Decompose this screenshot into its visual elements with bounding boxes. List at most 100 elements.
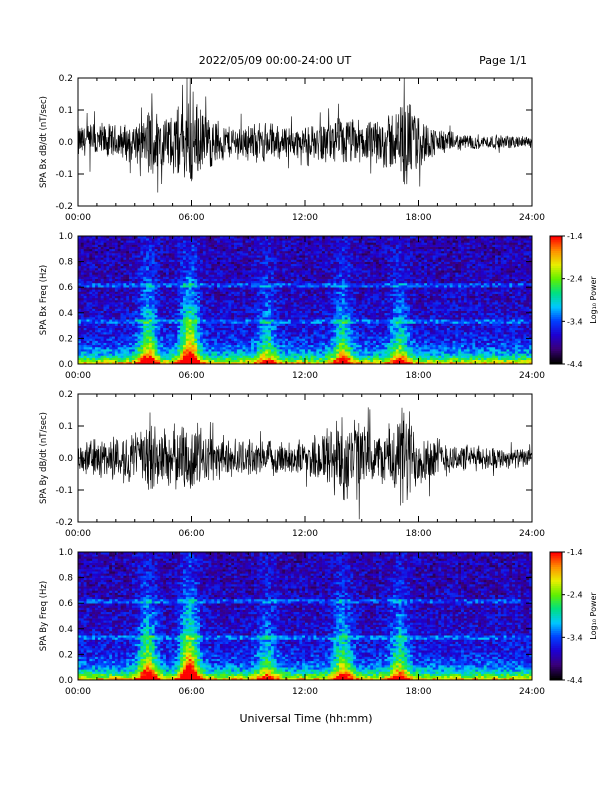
heatmap-cell <box>228 240 231 242</box>
heatmap-cell <box>129 343 132 345</box>
heatmap-cell <box>160 287 163 289</box>
heatmap-cell <box>163 247 166 249</box>
heatmap-cell <box>206 338 209 340</box>
heatmap-cell <box>223 238 226 240</box>
heatmap-cell <box>87 336 90 338</box>
heatmap-cell <box>118 341 121 343</box>
heatmap-cell <box>140 298 143 300</box>
heatmap-cell <box>206 287 209 289</box>
heatmap-cell <box>109 315 112 317</box>
heatmap-cell <box>149 287 152 289</box>
heatmap-cell <box>109 285 112 287</box>
heatmap-cell <box>149 358 152 360</box>
heatmap-cell <box>186 264 189 266</box>
heatmap-cell <box>81 319 84 321</box>
heatmap-cell <box>251 279 254 281</box>
heatmap-cell <box>160 306 163 308</box>
heatmap-cell <box>95 281 98 283</box>
heatmap-cell <box>174 330 177 332</box>
heatmap-cell <box>172 326 175 328</box>
heatmap-cell <box>189 272 192 274</box>
heatmap-cell <box>138 296 141 298</box>
heatmap-cell <box>183 323 186 325</box>
heatmap-cell <box>203 287 206 289</box>
heatmap-cell <box>231 334 234 336</box>
heatmap-cell <box>84 358 87 360</box>
heatmap-cell <box>163 262 166 264</box>
heatmap-cell <box>149 343 152 345</box>
heatmap-cell <box>260 347 263 349</box>
heatmap-cell <box>223 323 226 325</box>
x-tick-label: 18:00 <box>406 213 432 223</box>
heatmap-cell <box>121 351 124 353</box>
heatmap-cell <box>118 298 121 300</box>
heatmap-cell <box>262 326 265 328</box>
heatmap-cell <box>118 349 121 351</box>
heatmap-cell <box>189 242 192 244</box>
heatmap-cell <box>237 249 240 251</box>
heatmap-cell <box>146 317 149 319</box>
heatmap-cell <box>192 328 195 330</box>
heatmap-cell <box>149 328 152 330</box>
heatmap-cell <box>95 245 98 247</box>
heatmap-cell <box>118 353 121 355</box>
heatmap-cell <box>194 338 197 340</box>
heatmap-cell <box>231 238 234 240</box>
heatmap-cell <box>209 358 212 360</box>
heatmap-cell <box>87 283 90 285</box>
heatmap-cell <box>243 323 246 325</box>
heatmap-cell <box>115 266 118 268</box>
heatmap-cell <box>183 270 186 272</box>
heatmap-cell <box>112 277 115 279</box>
heatmap-cell <box>129 313 132 315</box>
heatmap-cell <box>223 321 226 323</box>
heatmap-cell <box>163 306 166 308</box>
heatmap-cell <box>251 343 254 345</box>
heatmap-cell <box>160 291 163 293</box>
heatmap-cell <box>206 319 209 321</box>
heatmap-cell <box>260 349 263 351</box>
heatmap-cell <box>180 257 183 259</box>
heatmap-cell <box>106 251 109 253</box>
heatmap-cell <box>260 358 263 360</box>
heatmap-cell <box>84 319 87 321</box>
heatmap-cell <box>217 291 220 293</box>
heatmap-cell <box>84 323 87 325</box>
heatmap-cell <box>237 296 240 298</box>
heatmap-cell <box>98 270 101 272</box>
heatmap-cell <box>84 326 87 328</box>
heatmap-cell <box>183 281 186 283</box>
heatmap-cell <box>177 336 180 338</box>
heatmap-cell <box>226 249 229 251</box>
heatmap-cell <box>123 334 126 336</box>
heatmap-cell <box>217 317 220 319</box>
heatmap-cell <box>169 338 172 340</box>
heatmap-cell <box>152 251 155 253</box>
heatmap-cell <box>248 242 251 244</box>
heatmap-cell <box>112 259 115 261</box>
heatmap-cell <box>203 313 206 315</box>
heatmap-cell <box>243 289 246 291</box>
heatmap-cell <box>194 296 197 298</box>
heatmap-cell <box>180 274 183 276</box>
heatmap-cell <box>146 349 149 351</box>
heatmap-cell <box>186 291 189 293</box>
heatmap-cell <box>138 287 141 289</box>
heatmap-cell <box>143 281 146 283</box>
heatmap-cell <box>166 296 169 298</box>
heatmap-cell <box>217 249 220 251</box>
heatmap-cell <box>192 259 195 261</box>
heatmap-cell <box>243 262 246 264</box>
heatmap-cell <box>115 319 118 321</box>
heatmap-cell <box>155 358 158 360</box>
heatmap-cell <box>245 294 248 296</box>
heatmap-cell <box>126 306 129 308</box>
heatmap-cell <box>209 247 212 249</box>
heatmap-cell <box>226 289 229 291</box>
heatmap-cell <box>89 281 92 283</box>
heatmap-cell <box>240 257 243 259</box>
heatmap-cell <box>160 283 163 285</box>
heatmap-cell <box>126 253 129 255</box>
heatmap-cell <box>254 277 257 279</box>
heatmap-cell <box>143 270 146 272</box>
